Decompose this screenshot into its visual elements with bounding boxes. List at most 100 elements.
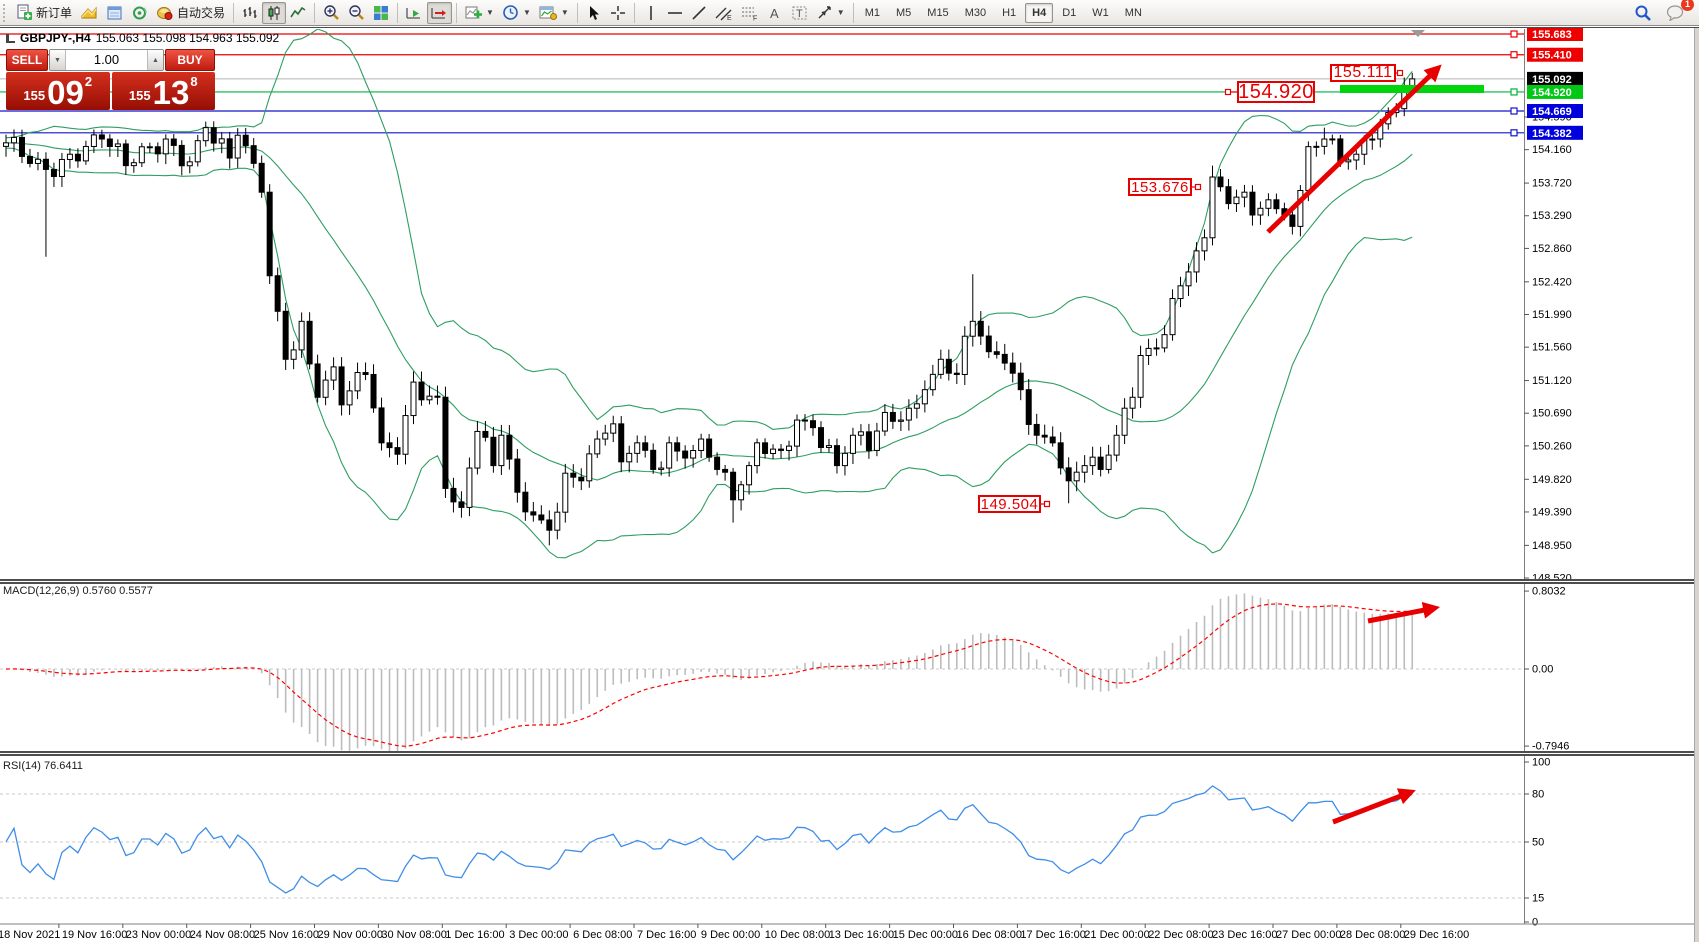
chart-window-icon: [6, 33, 15, 43]
cursor-tool-button[interactable]: [582, 2, 606, 24]
channel-tool-button[interactable]: E: [711, 2, 737, 24]
price-annotation-box[interactable]: 149.504: [978, 495, 1041, 513]
price-level-label[interactable]: [1527, 125, 1583, 140]
toolbar-grip[interactable]: [3, 3, 9, 22]
navigator-button[interactable]: [127, 2, 152, 24]
chart-canvas[interactable]: 154.590154.160153.720153.290152.860152.4…: [0, 28, 1699, 942]
new-order-button[interactable]: 新订单: [12, 2, 76, 24]
price-annotation-box[interactable]: 153.676: [1128, 178, 1192, 196]
auto-scroll-button[interactable]: [402, 2, 427, 24]
vertical-line-tool-button[interactable]: [639, 2, 663, 24]
indicators-dropdown-caret[interactable]: ▼: [486, 8, 494, 17]
x-axis-time-label: 9 Dec 00:00: [701, 929, 760, 941]
bollinger-bands: [5, 29, 1413, 559]
chart-ohlc-values: 155.063 155.098 154.963 155.092: [95, 31, 280, 45]
rsi-line: [5, 785, 1413, 894]
timeframe-button-w1[interactable]: W1: [1085, 3, 1116, 23]
indicators-button[interactable]: ▼: [461, 2, 498, 24]
highlight-zone-rectangle[interactable]: [1340, 85, 1484, 93]
level-line-handles[interactable]: [1510, 30, 1518, 137]
timeframe-button-m15[interactable]: M15: [920, 3, 955, 23]
search-button[interactable]: [1630, 2, 1656, 24]
periods-button[interactable]: ▼: [498, 2, 535, 24]
trendline-tool-button[interactable]: [687, 2, 711, 24]
profiles-button[interactable]: [76, 2, 102, 24]
level-handle[interactable]: [1510, 30, 1518, 38]
text-tool-button[interactable]: A: [763, 2, 787, 24]
trend-arrow-macd[interactable]: [1367, 601, 1441, 624]
chart-shift-icon: [431, 7, 447, 19]
timeframe-button-m1[interactable]: M1: [858, 3, 887, 23]
periods-dropdown-caret[interactable]: ▼: [522, 8, 531, 17]
sell-button[interactable]: SELL: [6, 49, 48, 71]
x-axis-time-label: 17 Dec 16:00: [1020, 929, 1085, 941]
bar-chart-type-button[interactable]: [238, 2, 262, 24]
buy-price-sup: 8: [190, 74, 198, 89]
price-level-label[interactable]: [1527, 71, 1583, 86]
zoom-in-icon: [324, 5, 339, 20]
timeframe-button-d1[interactable]: D1: [1055, 3, 1083, 23]
timeframe-button-m5[interactable]: M5: [889, 3, 918, 23]
trend-arrow-rsi[interactable]: [1332, 788, 1416, 825]
arrows-tool-button[interactable]: ▼: [812, 2, 849, 24]
rsi-indicator-label: RSI(14) 76.6411: [3, 760, 83, 772]
trendline-icon: [692, 5, 706, 20]
notifications-button[interactable]: 1: [1662, 0, 1694, 24]
market-watch-button[interactable]: [102, 2, 127, 24]
volume-input[interactable]: 1.00: [93, 52, 120, 67]
timeframe-button-m30[interactable]: M30: [958, 3, 993, 23]
text-label-tool-button[interactable]: T: [787, 2, 812, 24]
price-level-label[interactable]: [1527, 84, 1583, 99]
timeframe-button-h1[interactable]: H1: [995, 3, 1023, 23]
volume-decrease-button[interactable]: ▼: [50, 50, 66, 70]
sell-price-display[interactable]: 155 09 2: [6, 72, 110, 110]
macd-indicator: [0, 593, 1524, 751]
crosshair-tool-button[interactable]: [606, 2, 630, 24]
candlestick-chart-type-button[interactable]: [262, 1, 287, 24]
price-annotation-box[interactable]: 154.920: [1237, 80, 1315, 103]
window-edge-scrollbar[interactable]: [1694, 28, 1699, 942]
level-handle[interactable]: [1510, 51, 1518, 59]
timeframe-button-mn[interactable]: MN: [1118, 3, 1149, 23]
price-annotation-box[interactable]: 155.111: [1330, 64, 1396, 82]
zoom-in-button[interactable]: [319, 2, 344, 24]
rsi-tick-label: 0: [1532, 917, 1538, 929]
fibonacci-tool-button[interactable]: F: [737, 2, 763, 24]
y-axis-tick-label: 154.160: [1532, 144, 1572, 156]
buy-price-display[interactable]: 155 13 8: [111, 72, 215, 110]
price-level-label[interactable]: [1527, 47, 1583, 62]
chart-shift-marker[interactable]: [1411, 30, 1425, 37]
level-handle[interactable]: [1510, 88, 1518, 96]
tile-windows-icon: [374, 5, 389, 20]
price-level-lines[interactable]: [0, 33, 1524, 134]
templates-button[interactable]: ▼: [535, 2, 573, 24]
price-level-label-text: 154.669: [1532, 106, 1572, 118]
arrows-dropdown-caret[interactable]: ▼: [836, 8, 845, 17]
templates-icon: [539, 6, 557, 20]
rsi-pane-separator[interactable]: [0, 751, 1699, 756]
x-axis-time-label: 1 Dec 16:00: [445, 929, 504, 941]
auto-trading-button[interactable]: 自动交易: [152, 2, 229, 24]
price-level-label[interactable]: [1527, 104, 1583, 119]
trend-arrows[interactable]: [1266, 64, 1442, 825]
trend-arrow-price[interactable]: [1266, 64, 1442, 234]
sell-price-big: 09: [47, 74, 84, 111]
macd-tick-label: -0.7946: [1532, 741, 1569, 753]
price-level-label[interactable]: [1527, 28, 1583, 41]
macd-pane-separator[interactable]: [0, 579, 1699, 584]
templates-dropdown-caret[interactable]: ▼: [560, 8, 569, 17]
timeframe-button-h4[interactable]: H4: [1025, 2, 1054, 23]
price-level-label-text: 155.092: [1532, 74, 1572, 86]
zoom-out-button[interactable]: [344, 2, 369, 24]
svg-text:A: A: [770, 6, 779, 21]
buy-button[interactable]: BUY: [165, 49, 215, 71]
level-handle[interactable]: [1510, 107, 1518, 115]
line-chart-type-button[interactable]: [286, 2, 310, 24]
volume-increase-button[interactable]: ▲: [147, 50, 163, 70]
chart-shift-button[interactable]: [427, 1, 453, 24]
level-handle[interactable]: [1510, 129, 1518, 137]
horizontal-line-tool-button[interactable]: [663, 2, 687, 24]
tile-windows-button[interactable]: [369, 2, 393, 24]
x-axis-time-label: 19 Nov 16:00: [62, 929, 127, 941]
